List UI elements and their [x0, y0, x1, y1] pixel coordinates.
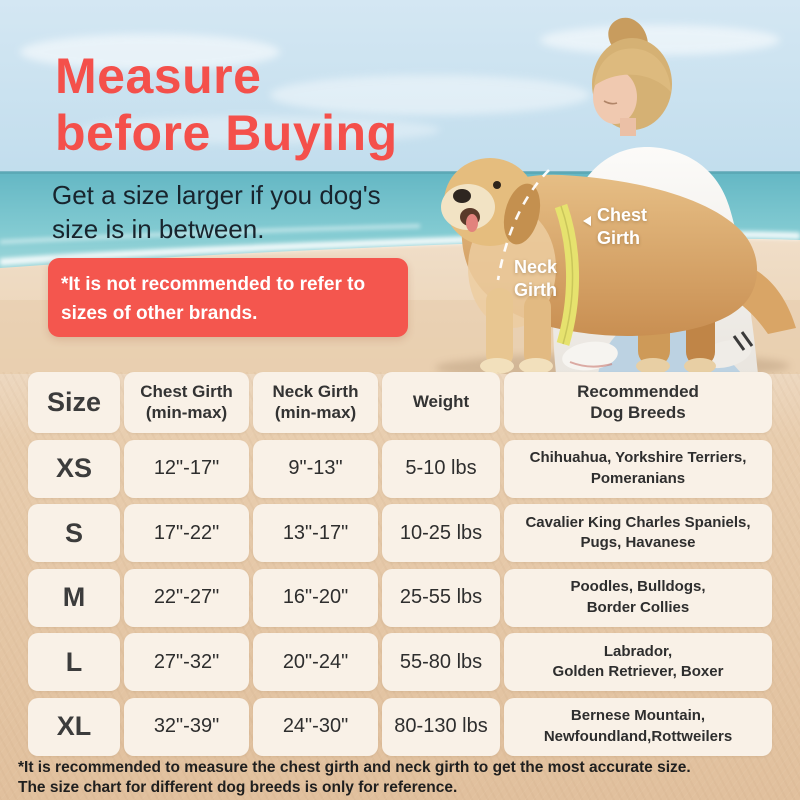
row-m-chest: 22"-27": [124, 568, 249, 627]
row-m-breeds: Poodles, Bulldogs, Border Collies: [504, 568, 772, 627]
dog-paw-2: [519, 358, 553, 374]
row-m-neck: 16"-20": [253, 568, 378, 627]
row-xs-neck: 9"-13": [253, 439, 378, 498]
row-s-chest: 17"-22": [124, 504, 249, 562]
col-header-breeds: Recommended Dog Breeds: [504, 372, 772, 433]
neck: [620, 118, 636, 136]
row-xs-breeds: Chihuahua, Yorkshire Terriers, Pomerania…: [504, 439, 772, 498]
dog-front-leg-1: [486, 288, 513, 368]
row-l-breeds: Labrador, Golden Retriever, Boxer: [504, 633, 772, 691]
clouds: [20, 25, 780, 144]
page-title: Measure before Buying: [55, 48, 398, 161]
row-m-size: M: [28, 568, 120, 627]
sneaker-2-stripes: [732, 331, 754, 351]
dog-paw-4: [684, 358, 716, 374]
dog-paw-3: [636, 358, 670, 374]
row-l-weight: 55-80 lbs: [382, 633, 500, 691]
row-s-breeds: Cavalier King Charles Spaniels, Pugs, Ha…: [504, 504, 772, 562]
measuring-tape-edge: [560, 205, 574, 345]
neck-measure-dashes: [496, 169, 550, 281]
row-xl-breeds: Bernese Mountain, Newfoundland,Rottweile…: [504, 697, 772, 756]
row-s-neck: 13"-17": [253, 504, 378, 562]
dog-tongue: [466, 214, 478, 232]
row-xl-size: XL: [28, 697, 120, 756]
row-l-chest: 27"-32": [124, 633, 249, 691]
row-l-neck: 20"-24": [253, 633, 378, 691]
size-chart-table: Size Chest Girth (min-max) Neck Girth (m…: [28, 372, 772, 756]
dog-paw-1: [480, 358, 514, 374]
page-subtitle: Get a size larger if you dog's size is i…: [52, 180, 381, 245]
row-xl-neck: 24"-30": [253, 697, 378, 756]
woman-face: [593, 70, 637, 124]
row-xs-size: XS: [28, 439, 120, 498]
dog-figure: [441, 158, 796, 374]
surf-foam-2: [0, 224, 421, 244]
dog-nose: [453, 189, 471, 203]
chest-girth-pointer-icon: [583, 216, 591, 226]
row-s-size: S: [28, 504, 120, 562]
dog-eye: [493, 181, 501, 189]
row-xs-weight: 5-10 lbs: [382, 439, 500, 498]
dog-front-leg-2: [524, 294, 551, 368]
neck-girth-label: Neck Girth: [514, 257, 558, 301]
sneaker-1-lace: [569, 361, 613, 368]
hair-front: [594, 48, 671, 92]
warning-note-box: *It is not recommended to refer to sizes…: [48, 258, 408, 337]
col-header-weight: Weight: [382, 372, 500, 433]
row-xl-weight: 80-130 lbs: [382, 697, 500, 756]
footnote: *It is recommended to measure the chest …: [18, 759, 691, 797]
col-header-chest: Chest Girth (min-max): [124, 372, 249, 433]
row-s-weight: 10-25 lbs: [382, 504, 500, 562]
row-m-weight: 25-55 lbs: [382, 568, 500, 627]
col-header-size: Size: [28, 372, 120, 433]
row-l-size: L: [28, 633, 120, 691]
chest-girth-label: Chest Girth: [597, 205, 648, 249]
row-xl-chest: 32"-39": [124, 697, 249, 756]
row-xs-chest: 12"-17": [124, 439, 249, 498]
closed-eye: [603, 100, 618, 105]
col-header-neck: Neck Girth (min-max): [253, 372, 378, 433]
horizon-line: [0, 171, 800, 174]
